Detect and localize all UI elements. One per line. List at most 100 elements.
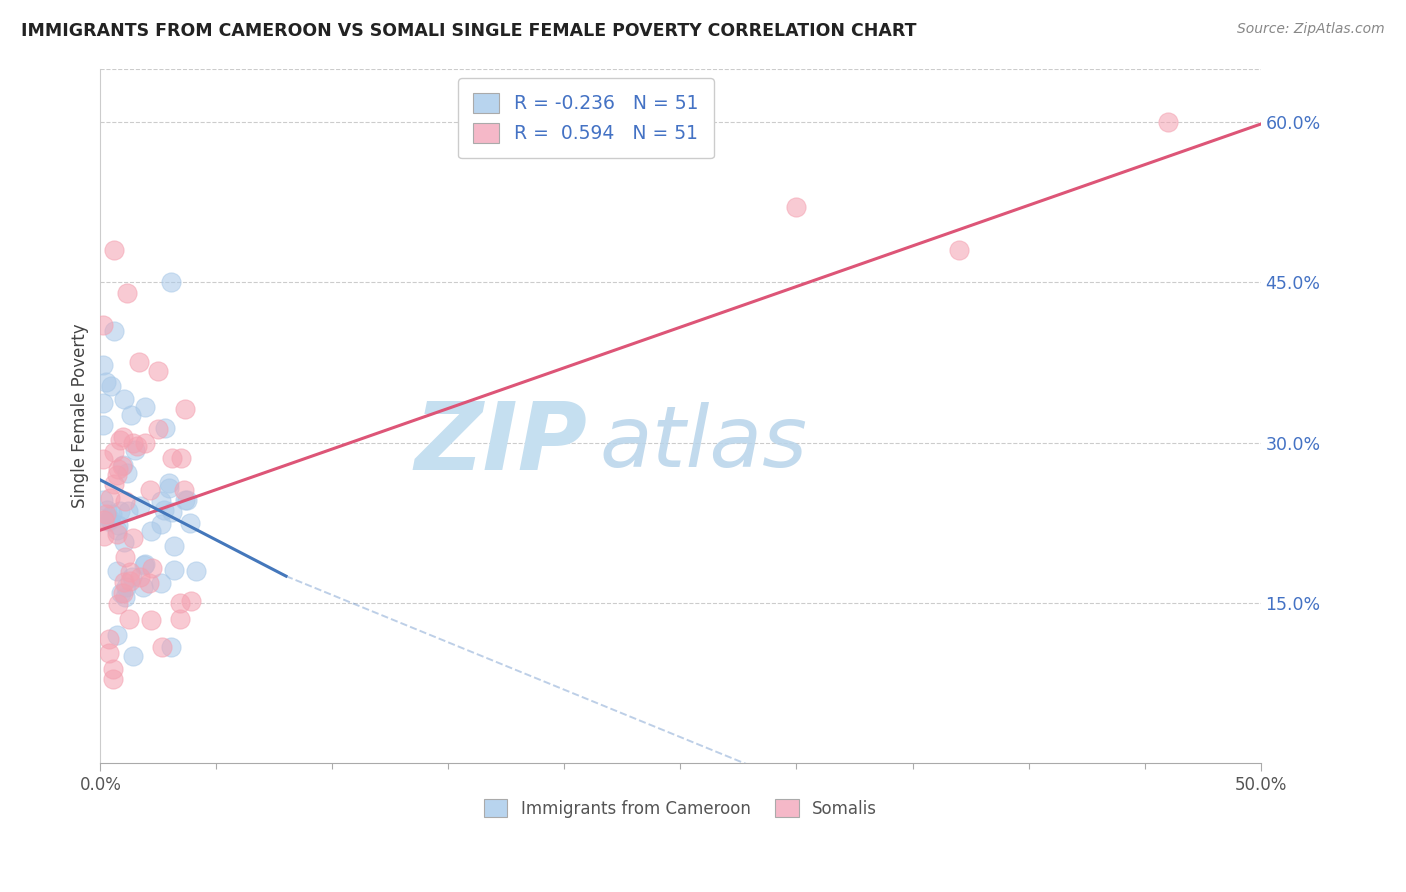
Point bbox=[141, 561, 163, 575]
Point bbox=[108, 504, 131, 518]
Point bbox=[91, 492, 114, 507]
Point bbox=[112, 575, 135, 590]
Point bbox=[160, 275, 183, 289]
Point bbox=[124, 442, 146, 457]
Point bbox=[121, 570, 143, 584]
Point bbox=[134, 558, 156, 573]
Point bbox=[118, 612, 141, 626]
Point bbox=[115, 580, 138, 594]
Point bbox=[160, 505, 183, 519]
Text: atlas: atlas bbox=[599, 402, 807, 485]
Point bbox=[97, 515, 120, 529]
Point bbox=[91, 396, 114, 410]
Point bbox=[103, 661, 125, 675]
Point bbox=[112, 392, 135, 406]
Point bbox=[122, 648, 145, 663]
Point bbox=[107, 462, 129, 476]
Point bbox=[110, 458, 132, 473]
Point bbox=[98, 646, 121, 660]
Point bbox=[96, 511, 118, 525]
Point bbox=[134, 400, 156, 414]
Point bbox=[149, 494, 172, 508]
Point bbox=[1157, 115, 1180, 129]
Point bbox=[146, 364, 169, 378]
Text: Source: ZipAtlas.com: Source: ZipAtlas.com bbox=[1237, 22, 1385, 37]
Point bbox=[132, 580, 155, 594]
Point bbox=[179, 516, 201, 531]
Point bbox=[101, 673, 124, 687]
Point bbox=[118, 574, 141, 588]
Point bbox=[948, 243, 970, 257]
Point bbox=[91, 418, 114, 433]
Point bbox=[153, 421, 176, 435]
Point bbox=[111, 458, 134, 472]
Point bbox=[110, 586, 132, 600]
Point bbox=[103, 476, 125, 491]
Point bbox=[112, 585, 135, 599]
Point bbox=[115, 285, 138, 300]
Point bbox=[128, 570, 150, 584]
Point bbox=[114, 591, 136, 605]
Point bbox=[114, 494, 136, 508]
Point bbox=[125, 439, 148, 453]
Point bbox=[105, 523, 128, 537]
Point bbox=[153, 503, 176, 517]
Point bbox=[100, 512, 122, 526]
Point bbox=[173, 483, 195, 497]
Point bbox=[93, 529, 115, 543]
Point bbox=[170, 451, 193, 466]
Point bbox=[105, 467, 128, 482]
Point bbox=[146, 422, 169, 436]
Point bbox=[91, 358, 114, 372]
Point bbox=[91, 318, 114, 332]
Legend: Immigrants from Cameroon, Somalis: Immigrants from Cameroon, Somalis bbox=[477, 792, 884, 824]
Point bbox=[134, 557, 156, 571]
Point bbox=[174, 493, 197, 508]
Point bbox=[105, 628, 128, 642]
Point bbox=[112, 535, 135, 549]
Point bbox=[112, 430, 135, 444]
Text: ZIP: ZIP bbox=[415, 398, 588, 490]
Point bbox=[180, 594, 202, 608]
Point bbox=[785, 201, 807, 215]
Point bbox=[128, 355, 150, 369]
Point bbox=[169, 596, 191, 610]
Point bbox=[157, 476, 180, 491]
Point bbox=[122, 531, 145, 545]
Point bbox=[91, 452, 114, 467]
Point bbox=[138, 575, 160, 590]
Point bbox=[105, 527, 128, 541]
Point bbox=[97, 632, 120, 647]
Point bbox=[94, 375, 117, 389]
Point bbox=[98, 491, 121, 505]
Text: IMMIGRANTS FROM CAMEROON VS SOMALI SINGLE FEMALE POVERTY CORRELATION CHART: IMMIGRANTS FROM CAMEROON VS SOMALI SINGL… bbox=[21, 22, 917, 40]
Point bbox=[150, 517, 173, 532]
Point bbox=[169, 612, 191, 626]
Point bbox=[150, 576, 173, 591]
Point bbox=[103, 243, 125, 257]
Point bbox=[96, 502, 118, 516]
Point bbox=[120, 565, 142, 579]
Point bbox=[150, 640, 173, 654]
Point bbox=[103, 445, 125, 459]
Point bbox=[139, 483, 162, 498]
Point bbox=[100, 379, 122, 393]
Point bbox=[121, 436, 143, 450]
Point bbox=[96, 507, 118, 521]
Point bbox=[134, 435, 156, 450]
Point bbox=[105, 565, 128, 579]
Point bbox=[160, 640, 183, 655]
Point bbox=[117, 503, 139, 517]
Point bbox=[117, 466, 139, 480]
Point bbox=[110, 433, 132, 447]
Point bbox=[139, 524, 162, 538]
Point bbox=[114, 550, 136, 565]
Point bbox=[174, 402, 197, 417]
Point bbox=[103, 324, 125, 338]
Point bbox=[163, 563, 186, 577]
Point bbox=[120, 408, 142, 422]
Point bbox=[101, 508, 124, 522]
Point bbox=[157, 481, 180, 495]
Point bbox=[107, 518, 129, 533]
Point bbox=[139, 613, 162, 627]
